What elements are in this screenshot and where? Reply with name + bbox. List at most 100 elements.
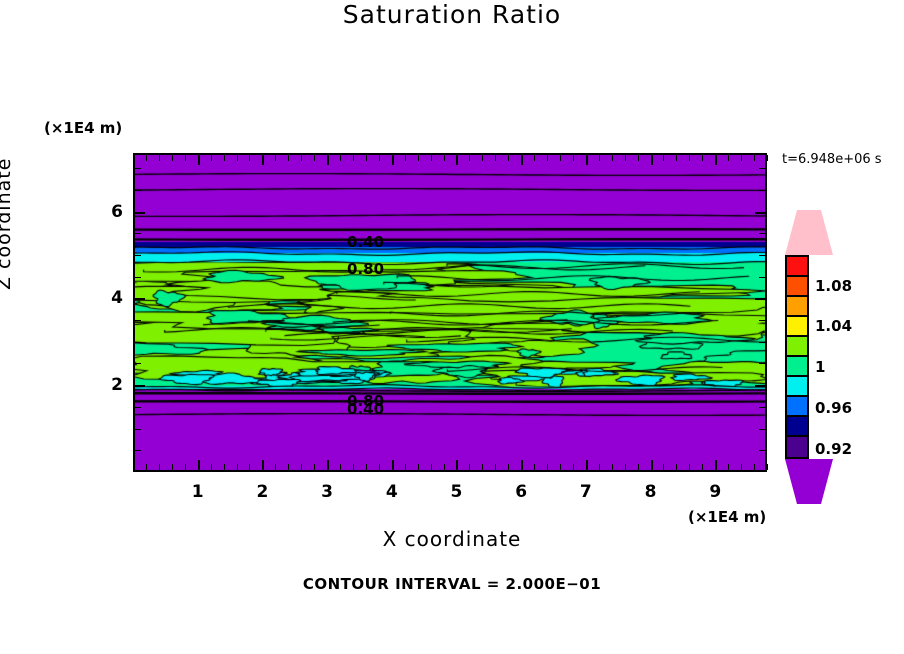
y-minor-tick: [135, 255, 141, 256]
x-minor-tick: [172, 464, 173, 470]
x-tick-label: 8: [644, 482, 657, 502]
x-minor-tick: [379, 464, 380, 470]
y-minor-tick: [135, 450, 141, 451]
contour-field-canvas: [135, 155, 765, 470]
contour-plot-area[interactable]: 0.40 0.80 0.80 0.40: [133, 153, 767, 472]
y-axis-title: Z coordinate: [0, 157, 15, 290]
x-minor-tick: [689, 464, 690, 470]
x-major-tick: [456, 460, 458, 470]
x-minor-tick: [741, 464, 742, 470]
colorbar[interactable]: [785, 255, 809, 459]
x-major-tick: [198, 155, 200, 165]
contour-line-label: 0.40: [347, 233, 385, 251]
x-minor-tick: [159, 155, 160, 161]
x-minor-tick: [638, 155, 639, 161]
y-major-tick: [135, 298, 145, 300]
y-tick-label: 4: [111, 288, 123, 309]
colorbar-tick-label: 1: [815, 358, 826, 377]
x-axis-title: X coordinate: [382, 527, 522, 551]
x-minor-tick: [172, 155, 173, 161]
colorbar-arrow-top: [785, 210, 833, 255]
x-tick-label: 7: [579, 482, 592, 502]
x-minor-tick: [612, 464, 613, 470]
x-major-tick: [456, 155, 458, 165]
x-minor-tick: [754, 464, 755, 470]
x-minor-tick: [146, 464, 147, 470]
colorbar-band-8: [787, 417, 807, 437]
x-tick-label: 2: [256, 482, 269, 502]
x-minor-tick: [431, 464, 432, 470]
x-minor-tick: [444, 464, 445, 470]
y-minor-tick: [135, 190, 141, 191]
y-minor-tick: [759, 429, 765, 430]
x-minor-tick: [560, 464, 561, 470]
colorbar-tick-label: 1.08: [815, 276, 853, 295]
x-major-tick: [651, 460, 653, 470]
contour-line-label: 0.80: [347, 392, 385, 410]
x-minor-tick: [547, 155, 548, 161]
x-major-tick: [198, 460, 200, 470]
y-major-tick: [135, 385, 145, 387]
x-minor-tick: [728, 155, 729, 161]
x-minor-tick: [702, 155, 703, 161]
x-major-tick: [521, 460, 523, 470]
x-minor-tick: [288, 155, 289, 161]
y-minor-tick: [135, 233, 141, 234]
x-minor-tick: [676, 464, 677, 470]
x-minor-tick: [444, 155, 445, 161]
y-minor-tick: [135, 363, 141, 364]
x-tick-label: 3: [321, 482, 333, 502]
x-minor-tick: [599, 155, 600, 161]
x-minor-tick: [508, 464, 509, 470]
x-major-tick: [651, 155, 653, 165]
x-tick-label: 9: [709, 482, 722, 502]
y-minor-tick: [759, 407, 765, 408]
colorbar-tick-label: 0.96: [815, 399, 853, 417]
contour-line-label: 0.40: [347, 400, 385, 418]
x-minor-tick: [534, 464, 535, 470]
colorbar-tick-label: 0.92: [815, 439, 853, 458]
x-minor-tick: [314, 464, 315, 470]
x-minor-tick: [366, 464, 367, 470]
x-minor-tick: [405, 464, 406, 470]
x-minor-tick: [340, 464, 341, 470]
x-minor-tick: [754, 155, 755, 161]
x-axis-unit-label: (×1E4 m): [688, 508, 767, 526]
colorbar-band-6: [787, 377, 807, 397]
x-minor-tick: [301, 155, 302, 161]
x-major-tick: [586, 155, 588, 165]
x-minor-tick: [301, 464, 302, 470]
x-minor-tick: [469, 155, 470, 161]
x-minor-tick: [275, 464, 276, 470]
x-minor-tick: [249, 464, 250, 470]
colorbar-tick-label: 1.04: [815, 317, 853, 336]
x-minor-tick: [249, 155, 250, 161]
x-tick-label: 4: [385, 482, 398, 502]
y-minor-tick: [759, 342, 765, 343]
y-minor-tick: [135, 342, 141, 343]
x-minor-tick: [728, 464, 729, 470]
x-minor-tick: [275, 155, 276, 161]
x-minor-tick: [224, 464, 225, 470]
x-tick-label: 5: [450, 482, 463, 502]
x-minor-tick: [237, 155, 238, 161]
x-minor-tick: [676, 155, 677, 161]
colorbar-band-1: [787, 277, 807, 297]
x-minor-tick: [599, 464, 600, 470]
x-minor-tick: [482, 464, 483, 470]
x-major-tick: [262, 460, 264, 470]
y-minor-tick: [135, 168, 141, 169]
y-minor-tick: [135, 277, 141, 278]
x-minor-tick: [625, 464, 626, 470]
x-minor-tick: [482, 155, 483, 161]
y-major-tick: [135, 212, 145, 214]
x-minor-tick: [612, 155, 613, 161]
x-minor-tick: [741, 155, 742, 161]
y-minor-tick: [759, 168, 765, 169]
x-minor-tick: [237, 464, 238, 470]
y-minor-tick: [759, 233, 765, 234]
timestamp-annotation: t=6.948e+06 s: [782, 152, 882, 167]
x-minor-tick: [495, 464, 496, 470]
x-minor-tick: [702, 464, 703, 470]
y-minor-tick: [759, 277, 765, 278]
